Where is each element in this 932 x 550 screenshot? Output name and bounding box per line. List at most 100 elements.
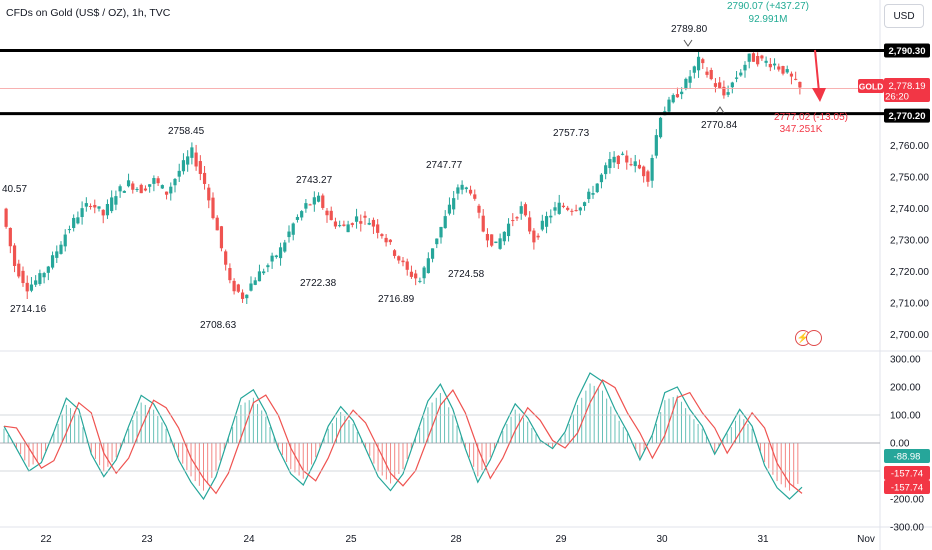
candle [190, 147, 194, 158]
candle [549, 215, 553, 218]
candle [468, 189, 473, 194]
high-volume: 92.991M [749, 14, 788, 25]
candle [747, 53, 751, 62]
swing-label: 2714.16 [10, 304, 47, 315]
candle [557, 202, 561, 214]
candle [376, 224, 380, 233]
candle [722, 86, 726, 96]
candle [105, 204, 110, 216]
candle [194, 152, 198, 167]
candle [481, 215, 485, 232]
price-tick: 2,750.00 [890, 173, 929, 184]
low-marker [715, 106, 725, 114]
candle [435, 238, 439, 245]
swing-label: 40.57 [2, 184, 27, 195]
candle [169, 186, 173, 194]
candle [798, 81, 802, 88]
candle [249, 283, 253, 291]
candle [274, 255, 278, 258]
candle [270, 255, 274, 262]
candle [646, 171, 650, 182]
swing-label: 2708.63 [200, 320, 237, 331]
candle [658, 117, 663, 138]
candle [219, 226, 224, 249]
osc-tick: 200.00 [890, 383, 921, 394]
candle [726, 92, 730, 95]
candle [452, 198, 456, 210]
candle [620, 153, 625, 155]
candle [587, 191, 591, 200]
candle [333, 221, 338, 227]
down-arrow-head [812, 88, 826, 102]
candle [696, 56, 701, 71]
swing-label: 2722.38 [300, 278, 337, 289]
candle [667, 99, 671, 112]
candle [392, 250, 397, 256]
candle [308, 204, 312, 206]
candle [494, 241, 498, 243]
osc-tick: 300.00 [890, 355, 921, 366]
candle [642, 166, 646, 177]
candle [160, 185, 164, 189]
us-flag-icon[interactable] [806, 330, 822, 346]
candle [207, 187, 211, 201]
candle [460, 184, 464, 190]
candle [181, 160, 186, 172]
candle [612, 156, 616, 163]
down-arrow-shaft [814, 49, 820, 93]
candle [38, 273, 42, 284]
candle [202, 172, 207, 184]
candle [768, 63, 772, 68]
osc-tick: -200.00 [890, 495, 924, 506]
candle [295, 216, 300, 220]
candle [177, 170, 181, 177]
candle [8, 227, 12, 247]
candle [519, 206, 523, 214]
candle [12, 245, 17, 266]
candle [63, 234, 67, 247]
candle [604, 165, 608, 175]
swing-label: 2758.45 [168, 126, 205, 137]
candle [88, 205, 93, 207]
candle [574, 210, 578, 212]
low-volume: 347.251K [780, 124, 823, 135]
candle [743, 64, 747, 71]
candle [734, 77, 739, 79]
osc-value-b [884, 466, 930, 480]
candle [46, 266, 50, 273]
candle [498, 238, 502, 249]
candle [122, 190, 126, 193]
candle [426, 258, 430, 274]
candle [380, 234, 384, 237]
candle [511, 220, 515, 222]
price-tick: 2,710.00 [890, 298, 929, 309]
candle [148, 184, 152, 187]
price-tick: 2,730.00 [890, 236, 929, 247]
candle [692, 66, 696, 73]
osc-value-a-text: -88.98 [894, 452, 921, 463]
candle [287, 231, 291, 238]
candle [312, 197, 316, 205]
countdown-text: 26:20 [885, 92, 909, 103]
candle [55, 251, 59, 258]
candle [430, 248, 435, 259]
candle [300, 211, 304, 218]
candle [262, 271, 266, 274]
candle [228, 268, 232, 281]
support-badge [884, 108, 930, 123]
swing-label: 2743.27 [296, 175, 333, 186]
candle [156, 178, 160, 184]
candle [751, 53, 756, 62]
price-tick: 2,720.00 [890, 267, 929, 278]
candle [532, 230, 536, 243]
currency-button[interactable]: USD [884, 4, 924, 28]
candle [42, 273, 46, 278]
candle [544, 216, 549, 227]
candle [346, 224, 350, 233]
candle [553, 207, 557, 211]
candle [409, 271, 414, 277]
candle [114, 196, 118, 205]
candle [266, 265, 270, 268]
osc-value-b-text: -157.74 [891, 469, 923, 480]
